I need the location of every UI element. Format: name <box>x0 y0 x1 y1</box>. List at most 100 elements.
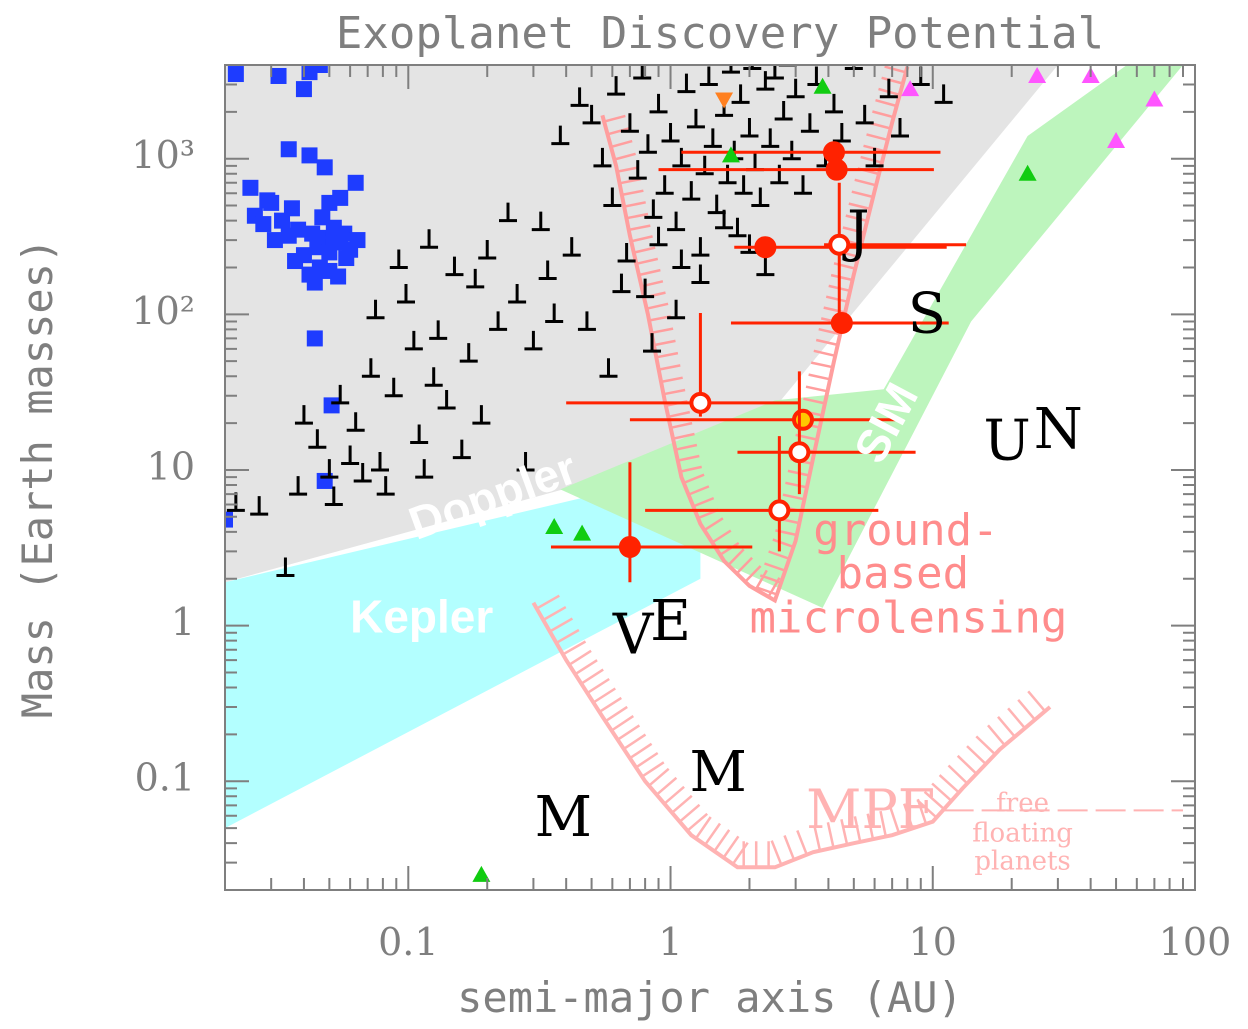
kepler-label: Kepler <box>350 591 493 643</box>
imaging-planet-marker <box>1107 131 1126 148</box>
x-tick-label: 100 <box>1159 920 1232 964</box>
transit-planet-marker <box>316 159 333 176</box>
y-tick-label: 10 <box>147 444 195 488</box>
rv-planet-marker <box>756 71 775 91</box>
rv-planet-marker <box>655 175 674 195</box>
planet-label-m: M <box>690 740 747 805</box>
rv-planet-marker <box>607 76 626 96</box>
transit-planet-marker <box>295 81 312 98</box>
rv-planet-marker <box>691 264 710 285</box>
pulsar-planet-marker <box>721 146 740 163</box>
rv-planet-marker <box>699 66 718 86</box>
pulsar-planet-marker <box>545 518 564 535</box>
rv-planet-marker <box>728 217 747 238</box>
rv-planet-marker <box>361 358 380 378</box>
microlensing-label-3: microlensing <box>749 593 1067 644</box>
pulsar-planet-marker <box>1018 164 1037 181</box>
rv-planet-marker <box>445 256 464 277</box>
transit-planet-marker <box>259 192 276 209</box>
rv-planet-marker <box>531 211 550 232</box>
axis-ticks <box>224 64 1195 891</box>
rv-planet-marker <box>672 249 691 269</box>
planet-label-s: S <box>908 281 946 346</box>
microlensing-planet-marker <box>689 391 712 414</box>
mpf-curve-line <box>531 601 1052 870</box>
pulsar-planet-marker <box>813 77 832 94</box>
rv-planet-marker <box>538 260 557 280</box>
rv-planet-marker <box>782 140 801 161</box>
transit-planet-marker <box>301 147 318 164</box>
planet-label-u: U <box>983 408 1030 473</box>
rv-planet-marker <box>498 202 517 223</box>
rv-planet-marker <box>320 459 339 479</box>
rv-planet-marker <box>677 73 696 94</box>
y-tick-label: 10² <box>131 289 195 333</box>
rv-planet-marker <box>633 65 652 80</box>
rv-planet-marker <box>620 113 639 133</box>
imaging-planet-marker <box>901 80 920 97</box>
rv-planet-marker <box>404 330 423 351</box>
rv-planet-marker <box>331 384 350 405</box>
rv-planet-marker <box>466 268 485 289</box>
transit-planet-marker <box>332 189 349 206</box>
x-tick-label: 10 <box>909 920 957 964</box>
rv-planet-marker <box>545 303 564 323</box>
doppler-region <box>225 65 1058 583</box>
transit-planet-marker <box>255 216 272 233</box>
rv-planet-marker <box>551 125 570 146</box>
rv-planet-marker <box>599 358 618 378</box>
rv-planet-marker <box>603 187 622 208</box>
rv-planet-marker <box>294 405 313 425</box>
transit-planet-marker <box>311 65 328 73</box>
rv-planet-marker <box>308 429 327 449</box>
rv-planet-marker <box>649 93 668 114</box>
planet-label-e: E <box>650 589 691 654</box>
rv-planet-marker <box>562 237 581 257</box>
free-floating-label-1: free <box>996 788 1049 818</box>
rv-planet-marker <box>289 476 308 496</box>
rv-planet-marker <box>341 445 360 466</box>
rv-planet-marker <box>276 557 295 577</box>
detection-regions <box>225 65 1183 829</box>
rv-planet-marker <box>617 243 636 263</box>
transit-planet-marker <box>306 274 323 291</box>
rv-planet-marker <box>832 122 851 143</box>
x-tick-label: 1 <box>658 920 682 964</box>
rv-planet-marker <box>524 330 543 351</box>
transit-planet-marker <box>227 66 244 83</box>
rv-planet-marker <box>734 175 753 195</box>
microlensing-planet-marker <box>618 535 641 558</box>
rv-planet-marker <box>721 65 740 74</box>
rv-planet-marker <box>478 240 497 260</box>
microlensing-planet-marker <box>768 499 791 522</box>
rv-planet-marker <box>459 343 478 363</box>
rv-planet-marker <box>452 439 471 460</box>
rv-planet-marker <box>437 390 456 410</box>
x-axis-label: semi-major axis (AU) <box>457 973 963 1022</box>
rv-planet-marker <box>250 496 269 516</box>
transit-planet-marker <box>347 174 364 191</box>
rv-planet-marker <box>751 187 770 208</box>
transit-planet-marker <box>280 227 297 244</box>
rv-planet-marker <box>774 100 793 121</box>
free-floating-label-3: planets <box>974 847 1070 877</box>
rv-planet-marker <box>786 78 805 99</box>
transit-planet-marker <box>336 225 353 242</box>
sim-region <box>560 65 1183 608</box>
rv-planet-marker <box>672 147 691 168</box>
rv-planet-marker <box>756 256 775 277</box>
y-axis-label: Mass (Earth masses) <box>13 238 62 718</box>
y-tick-label: 1 <box>171 600 195 644</box>
microlensing-planet-marker <box>825 158 848 181</box>
rv-planet-marker <box>410 424 429 445</box>
pulsar-planet-marker <box>472 865 491 882</box>
free-floating-label-2: floating <box>972 818 1073 848</box>
rv-planet-marker <box>570 87 589 107</box>
rv-planet-marker <box>891 117 910 138</box>
rv-planet-marker <box>582 104 601 125</box>
rv-planet-marker <box>226 492 245 512</box>
rv-planet-marker <box>628 160 647 180</box>
rv-planet-marker <box>682 181 701 201</box>
planet-label-n: N <box>1034 397 1083 462</box>
rv-planet-marker <box>800 113 819 133</box>
